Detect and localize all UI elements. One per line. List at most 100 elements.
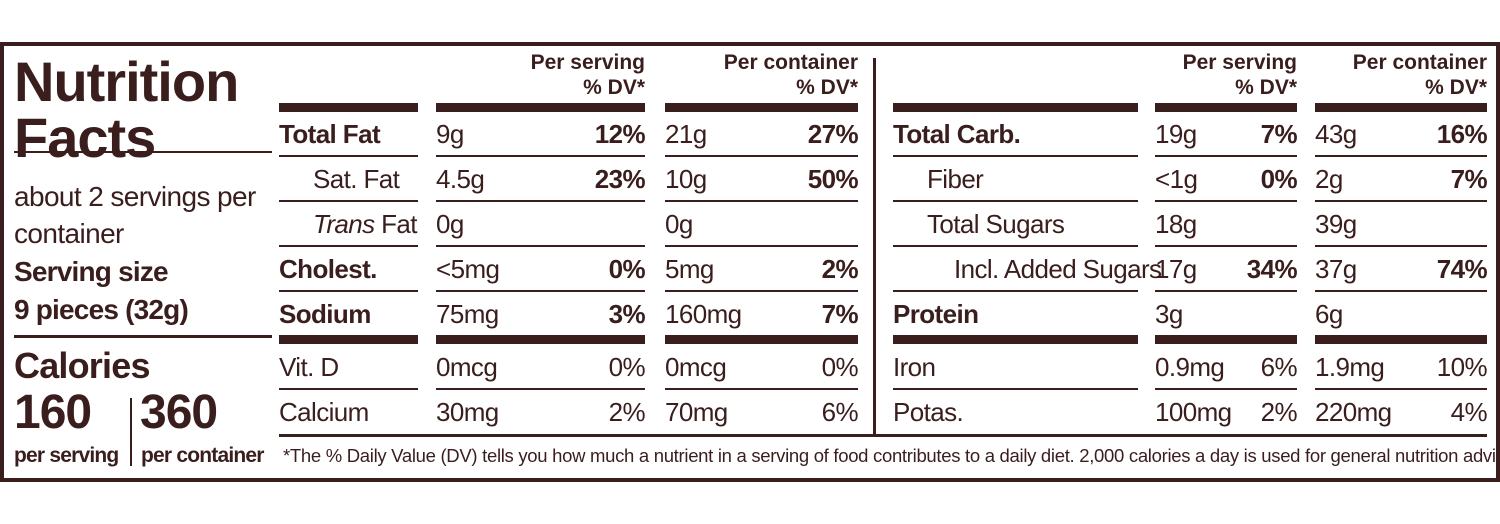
nutrient-name: Cholest.: [279, 254, 377, 284]
nutrient-serving-cell: 18g: [1155, 202, 1297, 247]
nutrient-name: Total Carb.: [893, 119, 1021, 149]
amount-container: 6g: [1315, 299, 1343, 329]
daily-value-serving: 3%: [608, 299, 646, 329]
nutrient-row-label: Protein: [893, 292, 1138, 335]
daily-value-serving: 6%: [1260, 352, 1298, 382]
nutrient-name: Total Fat: [279, 119, 381, 149]
amount-container: 21g: [665, 119, 707, 149]
nutrient-name: Fiber: [927, 164, 984, 194]
thick-divider: [665, 335, 858, 344]
nutrient-row-label: Sodium: [279, 292, 418, 335]
nutrient-row-label: Vit. D: [279, 345, 418, 390]
amount-container: 37g: [1315, 254, 1357, 284]
daily-value-serving: 7%: [1260, 119, 1298, 149]
center-divider: [873, 58, 876, 434]
nutrient-name: Total Sugars: [927, 209, 1065, 239]
nutrient-name: Vit. D: [279, 352, 339, 382]
nutrient-row-label: Trans Fat: [279, 202, 418, 247]
header-per-serving-left: Per serving% DV*: [530, 51, 645, 99]
thick-divider: [665, 103, 858, 112]
amount-container: 2g: [1315, 164, 1343, 194]
nutrient-container-cell: 37g 74%: [1315, 247, 1488, 292]
thick-divider: [279, 335, 418, 344]
nutrient-row-label: Total Sugars: [893, 202, 1138, 247]
daily-value-container: 6%: [821, 397, 859, 427]
daily-value-serving: 0%: [1260, 164, 1298, 194]
divider: [14, 151, 272, 153]
nutrient-container-cell: 2g 7%: [1315, 157, 1488, 202]
daily-value-serving: 23%: [594, 164, 646, 194]
nutrient-container-cell: 70mg 6%: [665, 390, 859, 433]
header-per-container-left: Per container% DV*: [723, 51, 858, 99]
header-per-serving-right: Per serving% DV*: [1182, 51, 1297, 99]
thick-divider: [1315, 335, 1487, 344]
amount-container: 43g: [1315, 119, 1357, 149]
amount-serving: 19g: [1155, 119, 1197, 149]
title-facts: Facts: [14, 106, 156, 169]
amount-serving: 17g: [1155, 254, 1197, 284]
thick-divider: [436, 103, 645, 112]
servings-per-container: about 2 servings per: [14, 181, 256, 212]
daily-value-serving: 12%: [594, 119, 646, 149]
nutrient-name: Potas.: [893, 397, 964, 427]
amount-serving: 0mcg: [436, 352, 498, 382]
nutrient-row-label: Total Carb.: [893, 112, 1138, 157]
nutrient-serving-cell: 17g 34%: [1155, 247, 1298, 292]
nutrient-serving-cell: 19g 7%: [1155, 112, 1298, 157]
nutrient-row-label: Total Fat: [279, 112, 418, 157]
nutrient-container-cell: 6g: [1315, 292, 1487, 335]
daily-value-container: 50%: [807, 164, 859, 194]
nutrient-name: Sodium: [279, 299, 371, 329]
nutrient-container-cell: 220mg 4%: [1315, 390, 1488, 433]
nutrient-row-label: Potas.: [893, 390, 1138, 433]
nutrient-container-cell: 0mcg 0%: [665, 345, 859, 390]
amount-serving: <5mg: [436, 254, 500, 284]
nutrient-container-cell: 0g: [665, 202, 858, 247]
amount-serving: 0.9mg: [1155, 352, 1225, 382]
thick-divider: [436, 335, 645, 344]
daily-value-container: 10%: [1436, 352, 1488, 382]
daily-value-serving: 34%: [1246, 254, 1298, 284]
amount-container: 1.9mg: [1315, 352, 1385, 382]
daily-value-container: 0%: [821, 352, 859, 382]
calories-divider: [130, 398, 132, 466]
servings-per-container-cont: container: [14, 218, 124, 249]
amount-container: 39g: [1315, 209, 1357, 239]
per-serving-label: per serving: [14, 444, 119, 467]
serving-size-label: Serving size: [14, 256, 169, 287]
nutrient-serving-cell: 30mg 2%: [436, 390, 646, 433]
per-container-label: per container: [141, 444, 264, 467]
thick-divider: [279, 103, 418, 112]
nutrient-row-label: Cholest.: [279, 247, 418, 292]
nutrient-container-cell: 10g 50%: [665, 157, 859, 202]
daily-value-container: 27%: [807, 119, 859, 149]
nutrient-serving-cell: <1g 0%: [1155, 157, 1298, 202]
nutrient-container-cell: 5mg 2%: [665, 247, 859, 292]
nutrient-serving-cell: <5mg 0%: [436, 247, 646, 292]
nutrient-serving-cell: 100mg 2%: [1155, 390, 1298, 433]
amount-serving: 9g: [436, 119, 464, 149]
amount-serving: 30mg: [436, 397, 499, 427]
nutrient-name: Sat. Fat: [313, 164, 400, 194]
nutrient-name: Incl. Added Sugars: [954, 254, 1162, 284]
daily-value-container: 16%: [1436, 119, 1488, 149]
thick-divider: [1155, 103, 1297, 112]
calories-per-serving: 160: [14, 386, 92, 439]
nutrient-row-label: Iron: [893, 345, 1138, 390]
divider: [14, 335, 272, 338]
nutrient-serving-cell: 0mcg 0%: [436, 345, 646, 390]
nutrition-label-frame: [0, 42, 1500, 482]
amount-serving: 3g: [1155, 299, 1183, 329]
title-nutrition: Nutrition: [14, 50, 239, 113]
amount-container: 0g: [665, 209, 693, 239]
nutrient-container-cell: 160mg 7%: [665, 292, 859, 335]
nutrient-row-label: Sat. Fat: [279, 157, 418, 202]
nutrient-serving-cell: 0g: [436, 202, 645, 247]
daily-value-container: 7%: [821, 299, 859, 329]
daily-value-serving: 2%: [1260, 397, 1298, 427]
amount-serving: 4.5g: [436, 164, 485, 194]
thick-divider: [1155, 335, 1297, 344]
daily-value-serving: 0%: [608, 352, 646, 382]
amount-container: 70mg: [665, 397, 728, 427]
nutrient-name: Protein: [893, 299, 979, 329]
